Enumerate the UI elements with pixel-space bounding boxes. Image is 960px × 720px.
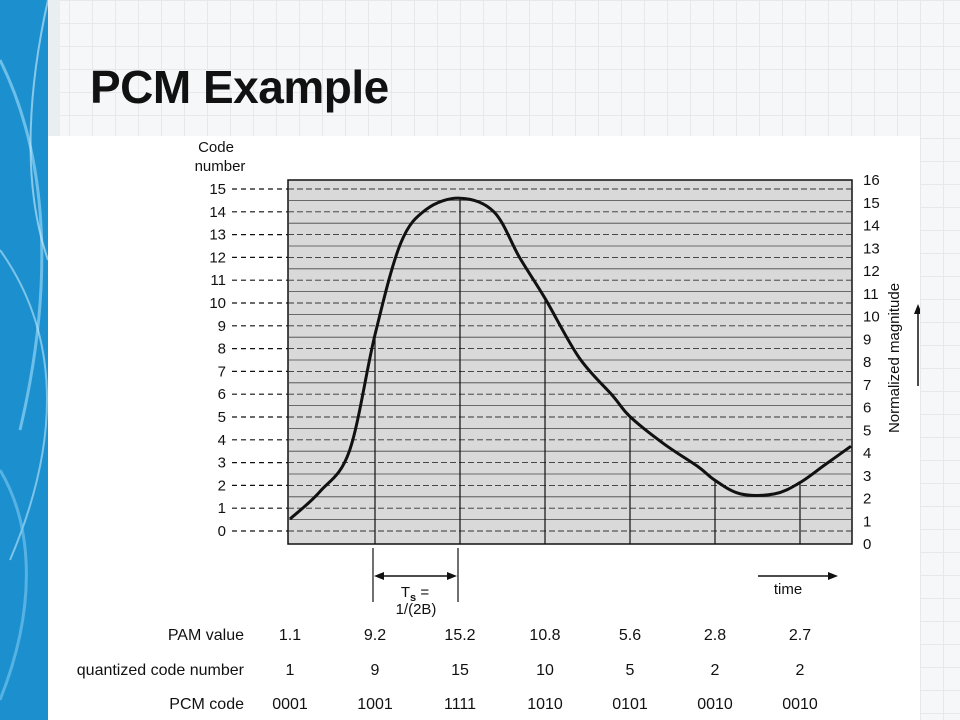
left-tick-label: 2 xyxy=(218,477,226,494)
pcm-code-cell: 1001 xyxy=(357,696,393,713)
right-tick-label: 5 xyxy=(863,422,871,439)
left-tick-dashes xyxy=(232,188,288,532)
right-tick-label: 12 xyxy=(863,263,880,280)
left-tick-label: 13 xyxy=(209,227,226,244)
time-label: time xyxy=(774,581,802,598)
pcm-code-row-label: PCM code xyxy=(169,696,244,713)
quantized-code-number-row-label: quantized code number xyxy=(77,662,245,679)
right-tick-label: 4 xyxy=(863,445,871,462)
pam-value-cell: 2.8 xyxy=(704,627,726,644)
quantized-code-number-cell: 2 xyxy=(711,662,720,679)
quantized-code-number-cell: 10 xyxy=(536,662,554,679)
left-tick-label: 4 xyxy=(218,432,226,449)
right-tick-label: 1 xyxy=(863,513,871,530)
left-tick-label: 11 xyxy=(210,272,226,289)
quantized-code-number-cell: 9 xyxy=(371,662,380,679)
right-tick-label: 0 xyxy=(863,536,871,553)
left-tick-label: 1 xyxy=(218,500,226,517)
left-tick-label: 12 xyxy=(209,249,226,266)
right-tick-label: 14 xyxy=(863,218,880,235)
right-tick-label: 6 xyxy=(863,400,871,417)
left-tick-label: 10 xyxy=(209,295,226,312)
quantized-code-number-cell: 1 xyxy=(286,662,295,679)
pam-value-cell: 2.7 xyxy=(789,627,811,644)
left-tick-label: 5 xyxy=(218,409,226,426)
pcm-code-cell: 0010 xyxy=(782,696,818,713)
pcm-code-cell: 0101 xyxy=(612,696,648,713)
sample-lines xyxy=(374,198,801,544)
left-tick-label: 8 xyxy=(218,341,226,358)
left-tick-label: 0 xyxy=(218,523,226,540)
pam-value-cell: 10.8 xyxy=(529,627,560,644)
pcm-code-cell: 1010 xyxy=(527,696,563,713)
left-tick-label: 9 xyxy=(218,318,226,335)
pcm-code-cell: 1111 xyxy=(444,696,476,713)
right-tick-label: 9 xyxy=(863,331,871,348)
pam-value-cell: 15.2 xyxy=(444,627,475,644)
ts-label: Ts = xyxy=(401,584,429,604)
left-axis-title-line1: Code xyxy=(198,139,234,156)
right-tick-label: 11 xyxy=(863,286,879,303)
quantized-code-number-cell: 5 xyxy=(626,662,635,679)
ts-label-line2: 1/(2B) xyxy=(396,601,437,618)
pam-value-cell: 9.2 xyxy=(364,627,386,644)
right-tick-label: 13 xyxy=(863,240,880,257)
right-tick-label: 10 xyxy=(863,309,880,326)
plot-area xyxy=(287,179,853,545)
right-axis-label: Normalized magnitude xyxy=(886,283,903,433)
left-tick-label: 7 xyxy=(218,363,226,380)
pcm-code-cell: 0001 xyxy=(272,696,308,713)
slide-title: PCM Example xyxy=(90,61,389,113)
right-tick-label: 3 xyxy=(863,468,871,485)
signal-curve xyxy=(288,196,852,521)
figure-panel: 0 1 2 3 4 5 6 7 8 9 10 11 12 13 14 15 0 1 2 3 4 5 6 7 8 9 10 11 12 1… xyxy=(48,136,920,720)
left-tick-label: 14 xyxy=(209,204,226,221)
left-tick-label: 15 xyxy=(209,181,226,198)
pam-value-cell: 5.6 xyxy=(619,627,641,644)
right-tick-label: 7 xyxy=(863,377,871,394)
magnitude-arrow-icon xyxy=(914,304,920,386)
left-axis-title-line2: number xyxy=(195,158,246,175)
ts-interval-arrow xyxy=(372,548,459,602)
pcm-code-cell: 0010 xyxy=(697,696,733,713)
left-tick-label: 6 xyxy=(218,386,226,403)
time-arrow xyxy=(758,572,838,580)
pam-value-cell: 1.1 xyxy=(279,627,301,644)
right-tick-label: 8 xyxy=(863,354,871,371)
right-tick-label: 16 xyxy=(863,172,880,189)
right-tick-label: 15 xyxy=(863,195,880,212)
right-tick-label: 2 xyxy=(863,491,871,508)
left-tick-label: 3 xyxy=(218,455,226,472)
pcm-table: PAM value 1.1 9.2 15.2 10.8 5.6 2.8 2.7 quantize… xyxy=(77,627,818,713)
quantized-code-number-cell: 2 xyxy=(796,662,805,679)
pam-value-row-label: PAM value xyxy=(168,627,244,644)
quantized-code-number-cell: 15 xyxy=(451,662,469,679)
